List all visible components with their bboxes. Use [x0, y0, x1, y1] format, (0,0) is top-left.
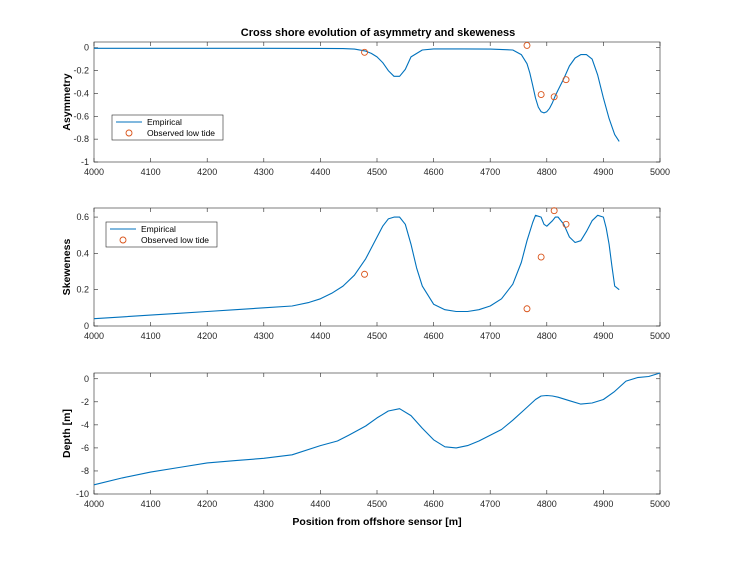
x-tick-label: 4100	[141, 331, 161, 341]
legend-marker-swatch	[125, 129, 133, 137]
x-tick-label: 4200	[197, 167, 217, 177]
legend-label-empirical: Empirical	[141, 224, 176, 234]
data-point-observed	[523, 41, 531, 49]
y-tick-label: -0.2	[73, 66, 89, 76]
figure-title: Cross shore evolution of asymmetry and s…	[241, 27, 516, 39]
x-tick-label: 4700	[480, 167, 500, 177]
y-tick-label: 0	[84, 374, 89, 384]
x-tick-label: 4300	[254, 499, 274, 509]
legend-label-empirical: Empirical	[147, 117, 182, 127]
y-tick-label: -8	[81, 466, 89, 476]
x-tick-label: 4200	[197, 499, 217, 509]
x-tick-label: 4100	[141, 499, 161, 509]
x-tick-label: 4900	[593, 331, 613, 341]
y-axis-label: Depth [m]	[61, 409, 73, 458]
x-tick-label: 4000	[84, 167, 104, 177]
y-axis-label: Skeweness	[61, 239, 73, 296]
x-tick-label: 4000	[84, 499, 104, 509]
x-tick-label: 4600	[424, 499, 444, 509]
x-tick-label: 5000	[650, 331, 670, 341]
y-axis-label: Asymmetry	[61, 73, 73, 130]
legend-label-observed: Observed low tide	[141, 235, 209, 245]
data-point-observed	[562, 76, 570, 84]
y-tick-label: 0	[84, 43, 89, 53]
data-point-observed	[361, 48, 368, 56]
legend-marker-swatch	[119, 236, 127, 244]
y-tick-label: -6	[81, 443, 89, 453]
x-tick-label: 4500	[367, 331, 387, 341]
axes-frame-3	[93, 372, 661, 495]
series-line-empirical	[93, 372, 661, 486]
x-tick-label: 4700	[480, 499, 500, 509]
x-tick-label: 5000	[650, 499, 670, 509]
x-tick-label: 5000	[650, 167, 670, 177]
data-point-observed	[550, 207, 558, 215]
y-tick-label: -10	[76, 489, 89, 499]
x-tick-label: 4800	[537, 499, 557, 509]
data-point-observed	[562, 220, 570, 228]
y-tick-label: -1	[81, 157, 89, 167]
legend-box	[111, 114, 224, 141]
data-point-observed	[361, 270, 368, 278]
data-point-observed	[537, 91, 545, 99]
x-tick-label: 4000	[84, 331, 104, 341]
y-tick-label: -4	[81, 420, 89, 430]
x-tick-label: 4400	[310, 499, 330, 509]
x-tick-label: 4500	[367, 499, 387, 509]
x-tick-label: 4300	[254, 167, 274, 177]
x-axis-label: Position from offshore sensor [m]	[292, 516, 461, 528]
x-tick-label: 4600	[424, 167, 444, 177]
x-tick-label: 4900	[593, 499, 613, 509]
x-tick-label: 4800	[537, 331, 557, 341]
x-tick-label: 4400	[310, 167, 330, 177]
x-tick-label: 4100	[141, 167, 161, 177]
legend-label-observed: Observed low tide	[147, 128, 215, 138]
data-point-observed	[550, 93, 558, 101]
y-tick-label: 0.2	[76, 285, 89, 295]
y-tick-label: -0.4	[73, 88, 89, 98]
series-line-empirical	[93, 214, 620, 320]
x-tick-label: 4700	[480, 331, 500, 341]
y-tick-label: 0	[84, 321, 89, 331]
x-tick-label: 4500	[367, 167, 387, 177]
x-tick-label: 4800	[537, 167, 557, 177]
y-tick-label: 0.4	[76, 248, 89, 258]
x-tick-label: 4900	[593, 167, 613, 177]
y-tick-label: 0.6	[76, 212, 89, 222]
x-tick-label: 4600	[424, 331, 444, 341]
x-tick-label: 4400	[310, 331, 330, 341]
data-point-observed	[537, 253, 545, 261]
y-tick-label: -2	[81, 397, 89, 407]
data-point-observed	[523, 305, 531, 313]
x-tick-label: 4300	[254, 331, 274, 341]
axes-frame-1	[93, 41, 661, 163]
y-tick-label: -0.6	[73, 111, 89, 121]
x-tick-label: 4200	[197, 331, 217, 341]
y-tick-label: -0.8	[73, 134, 89, 144]
